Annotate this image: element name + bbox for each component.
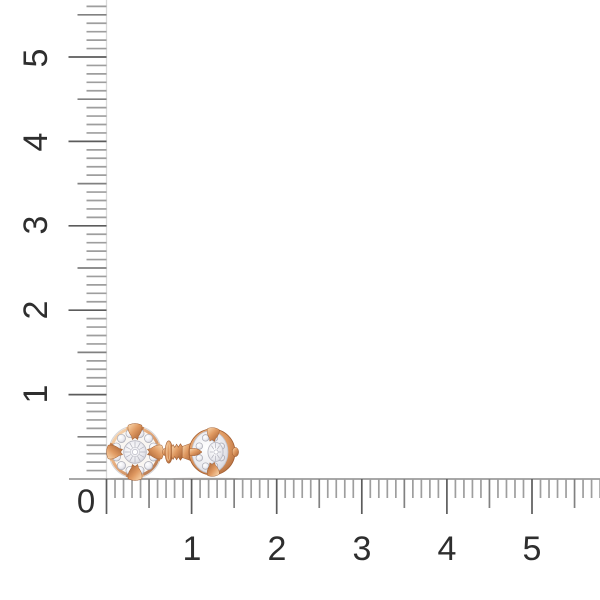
origin-label: 0	[76, 482, 96, 520]
side-illusion-plate	[207, 441, 224, 463]
earring-side-view	[162, 426, 239, 478]
center-diamond	[132, 449, 138, 455]
h-ruler-label-4: 4	[437, 530, 457, 568]
h-ruler-label-2: 2	[267, 530, 287, 568]
h-ruler-label-1: 1	[182, 530, 202, 568]
east-prong-nub	[231, 447, 239, 457]
threaded-post	[171, 443, 183, 461]
side-gold-prongs	[189, 426, 239, 478]
shadow-right	[172, 477, 238, 481]
h-ruler-label-3: 3	[352, 530, 372, 568]
h-ruler-label-5: 5	[522, 530, 542, 568]
earring-front-view	[106, 423, 164, 481]
west-claw	[189, 448, 203, 456]
center-illusion-plate	[123, 440, 147, 464]
screw-back-post	[162, 440, 194, 464]
